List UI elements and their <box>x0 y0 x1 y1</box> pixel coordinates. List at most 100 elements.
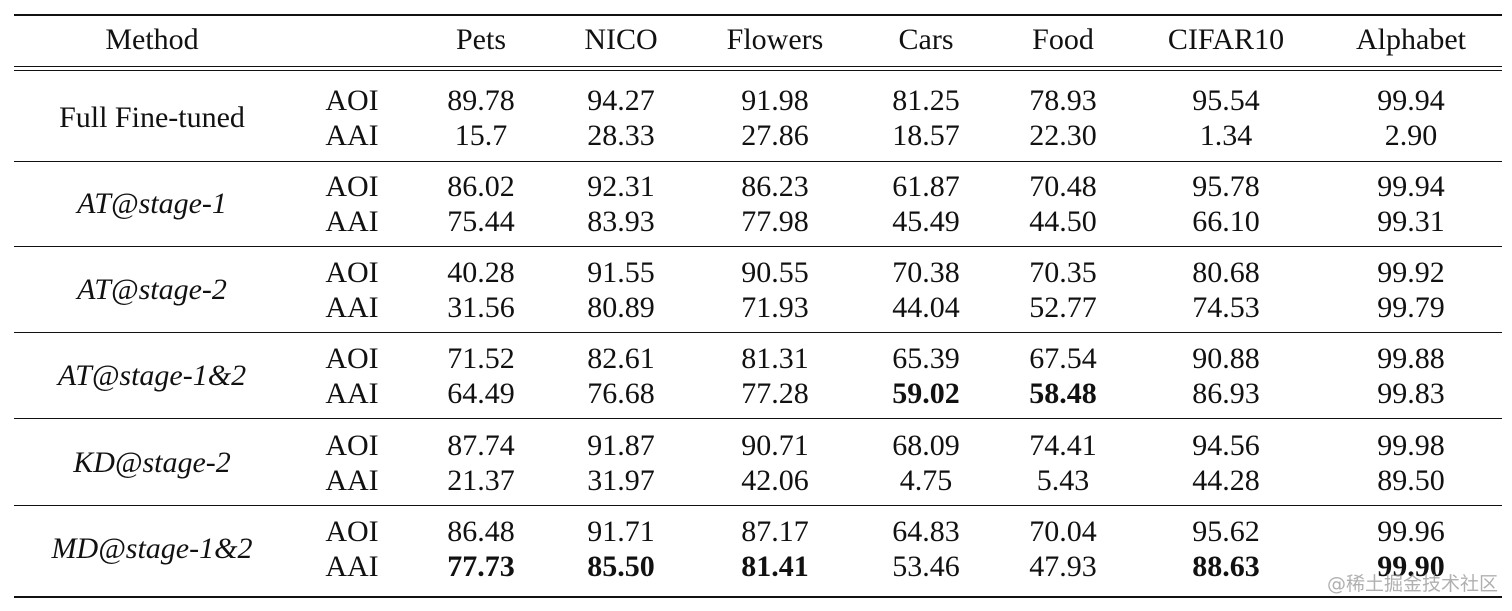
method-label: KD@stage-2 <box>73 446 231 479</box>
value-cell: 77.73 <box>447 550 515 583</box>
column-header-4: Flowers <box>726 23 824 56</box>
value-cell: 99.94 <box>1377 84 1445 117</box>
watermark: @稀土掘金技术社区 <box>1326 573 1498 595</box>
value-cell: 77.28 <box>741 377 809 410</box>
value-cell: 99.94 <box>1377 170 1445 203</box>
value-cell: 81.25 <box>892 84 960 117</box>
value-cell: 89.78 <box>447 84 515 117</box>
value-cell: 44.50 <box>1029 205 1097 238</box>
value-cell: 75.44 <box>447 205 515 238</box>
value-cell: 80.89 <box>587 291 655 324</box>
value-cell: 91.87 <box>587 429 655 462</box>
metric-label: AAI <box>325 119 379 152</box>
value-cell: 58.48 <box>1029 377 1097 410</box>
value-cell: 53.46 <box>892 550 960 583</box>
value-cell: 70.48 <box>1029 170 1097 203</box>
value-cell: 99.98 <box>1377 429 1445 462</box>
metric-label: AOI <box>325 84 379 117</box>
value-cell: 74.41 <box>1029 429 1097 462</box>
value-cell: 85.50 <box>587 550 655 583</box>
header-rule-1 <box>14 66 1502 67</box>
value-cell: 4.75 <box>899 464 953 497</box>
column-header-5: Cars <box>898 23 954 56</box>
value-cell: 87.17 <box>741 515 809 548</box>
value-cell: 42.06 <box>741 464 809 497</box>
value-cell: 31.56 <box>447 291 515 324</box>
method-label: AT@stage-2 <box>77 273 227 306</box>
value-cell: 86.93 <box>1192 377 1260 410</box>
value-cell: 70.04 <box>1029 515 1097 548</box>
value-cell: 99.90 <box>1377 550 1445 583</box>
value-cell: 99.92 <box>1377 256 1445 289</box>
value-cell: 44.28 <box>1192 464 1260 497</box>
metric-label: AAI <box>325 291 379 324</box>
column-header-0: Method <box>105 23 199 56</box>
value-cell: 74.53 <box>1192 291 1260 324</box>
value-cell: 88.63 <box>1192 550 1260 583</box>
value-cell: 81.41 <box>741 550 809 583</box>
value-cell: 59.02 <box>892 377 960 410</box>
value-cell: 28.33 <box>587 119 655 152</box>
value-cell: 70.38 <box>892 256 960 289</box>
value-cell: 83.93 <box>587 205 655 238</box>
value-cell: 99.88 <box>1377 342 1445 375</box>
value-cell: 31.97 <box>587 464 655 497</box>
value-cell: 71.52 <box>447 342 515 375</box>
value-cell: 95.78 <box>1192 170 1260 203</box>
value-cell: 40.28 <box>447 256 515 289</box>
group-separator-1 <box>14 161 1502 162</box>
value-cell: 80.68 <box>1192 256 1260 289</box>
value-cell: 22.30 <box>1029 119 1097 152</box>
value-cell: 77.98 <box>741 205 809 238</box>
value-cell: 66.10 <box>1192 205 1260 238</box>
value-cell: 81.31 <box>741 342 809 375</box>
metric-label: AOI <box>325 170 379 203</box>
value-cell: 95.54 <box>1192 84 1260 117</box>
column-header-6: Food <box>1032 23 1094 56</box>
group-separator-4 <box>14 418 1502 419</box>
metric-label: AAI <box>325 550 379 583</box>
value-cell: 61.87 <box>892 170 960 203</box>
value-cell: 5.43 <box>1036 464 1090 497</box>
metric-label: AOI <box>325 515 379 548</box>
value-cell: 99.79 <box>1377 291 1445 324</box>
value-cell: 90.55 <box>741 256 809 289</box>
value-cell: 86.02 <box>447 170 515 203</box>
group-separator-5 <box>14 505 1502 506</box>
group-separator-2 <box>14 246 1502 247</box>
value-cell: 94.27 <box>587 84 655 117</box>
value-cell: 94.56 <box>1192 429 1260 462</box>
value-cell: 21.37 <box>447 464 515 497</box>
metric-label: AAI <box>325 377 379 410</box>
value-cell: 2.90 <box>1384 119 1438 152</box>
method-label: MD@stage-1&2 <box>51 532 253 565</box>
metric-label: AOI <box>325 429 379 462</box>
metric-label: AAI <box>325 205 379 238</box>
value-cell: 65.39 <box>892 342 960 375</box>
value-cell: 91.71 <box>587 515 655 548</box>
value-cell: 92.31 <box>587 170 655 203</box>
value-cell: 99.83 <box>1377 377 1445 410</box>
value-cell: 87.74 <box>447 429 515 462</box>
metric-label: AOI <box>325 256 379 289</box>
column-header-3: NICO <box>584 23 658 56</box>
header-rule-2 <box>14 70 1502 71</box>
value-cell: 44.04 <box>892 291 960 324</box>
value-cell: 64.83 <box>892 515 960 548</box>
value-cell: 95.62 <box>1192 515 1260 548</box>
value-cell: 52.77 <box>1029 291 1097 324</box>
value-cell: 45.49 <box>892 205 960 238</box>
bottom-rule <box>14 596 1502 598</box>
metric-label: AOI <box>325 342 379 375</box>
column-header-8: Alphabet <box>1356 23 1466 56</box>
value-cell: 86.48 <box>447 515 515 548</box>
value-cell: 89.50 <box>1377 464 1445 497</box>
value-cell: 90.88 <box>1192 342 1260 375</box>
value-cell: 99.31 <box>1377 205 1445 238</box>
value-cell: 18.57 <box>892 119 960 152</box>
metric-label: AAI <box>325 464 379 497</box>
value-cell: 82.61 <box>587 342 655 375</box>
value-cell: 68.09 <box>892 429 960 462</box>
column-header-7: CIFAR10 <box>1167 23 1285 56</box>
